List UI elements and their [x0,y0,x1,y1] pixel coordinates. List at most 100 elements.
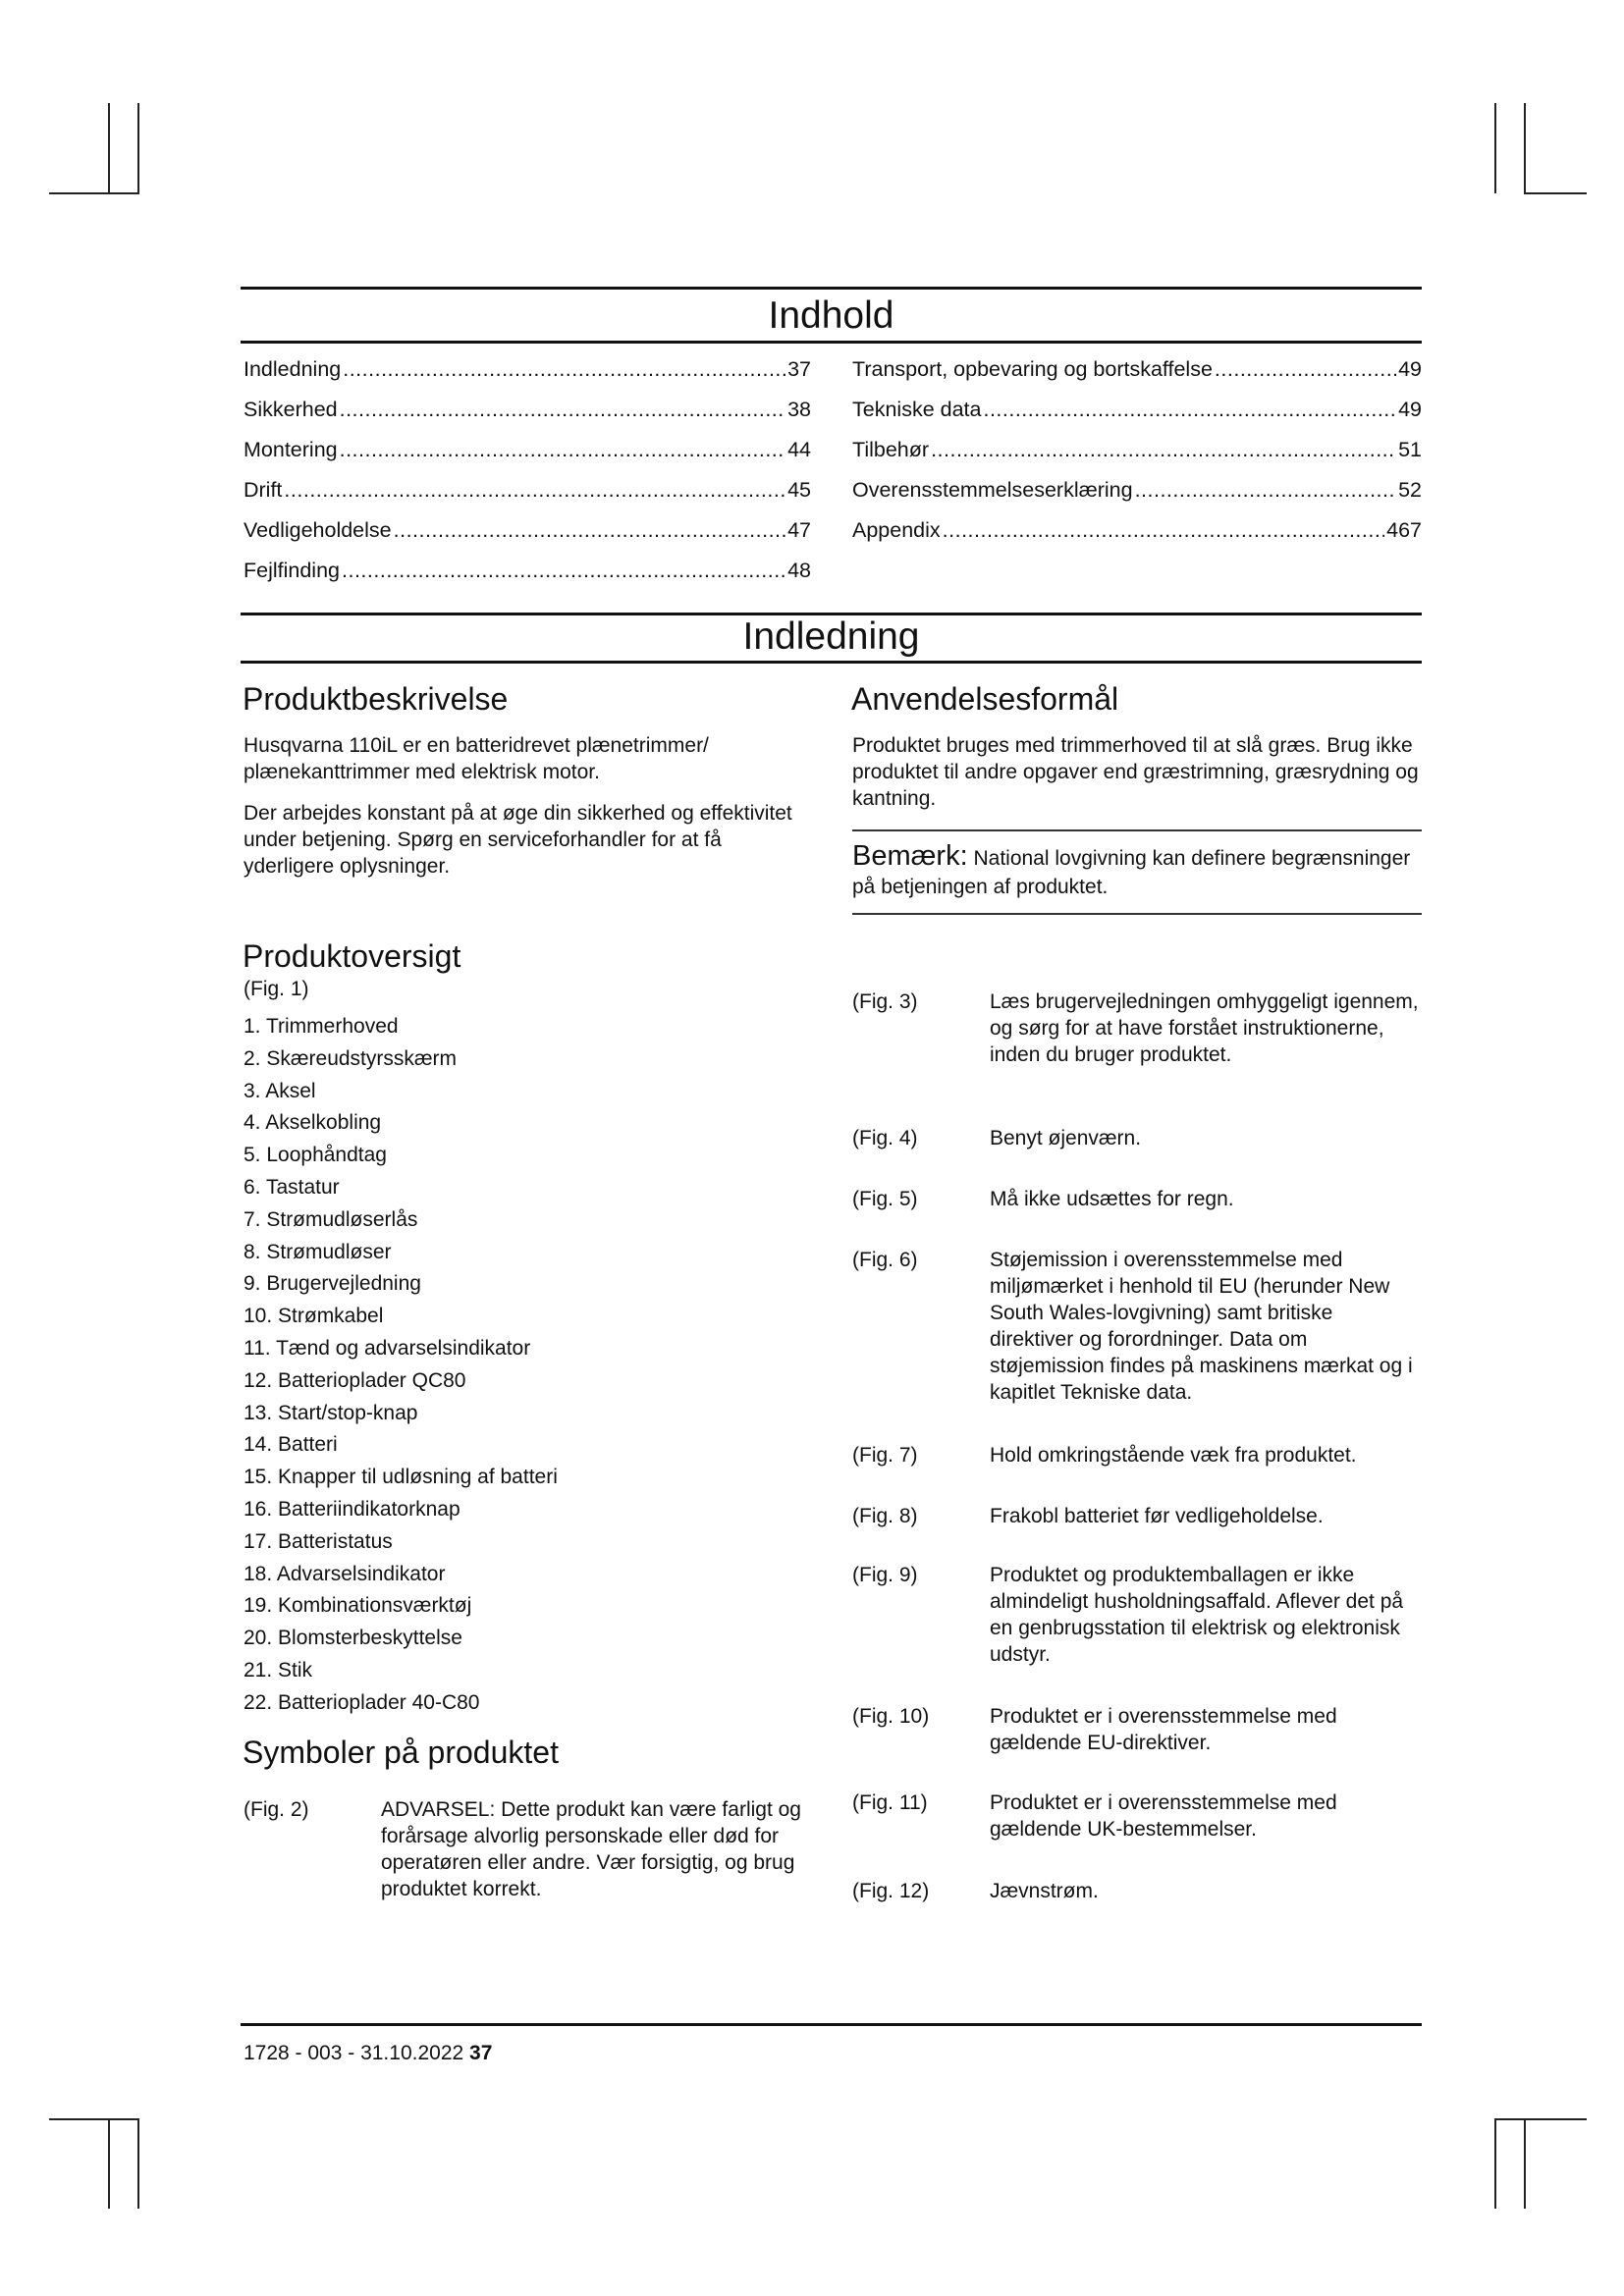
list-item: 21. Stik [244,1658,313,1682]
toc-entry-label: Appendix [852,518,941,542]
toc-entry-label: Tilbehør [852,438,930,461]
symbol-fig-ref: (Fig. 12) [852,1880,930,1902]
intended-use-heading: Anvendelsesformål [851,681,1119,717]
note-top-rule [852,829,1422,831]
toc-leader-dots [342,551,785,591]
list-item: 12. Batterioplader QC80 [244,1368,466,1392]
crop-mark-bottom-right [1494,2118,1496,2209]
note-label: Bemærk: [852,840,968,872]
toc-leader-dots [343,349,785,390]
note-text: National lovgivning kan definere begræns… [852,847,1411,898]
symbol-description: Støjemission i overensstemmelse med milj… [990,1249,1413,1404]
note: Bemærk: National lovgivning kan definere… [852,842,1422,901]
toc-leader-dots [340,390,785,430]
product-overview-heading: Produktoversigt [243,938,461,974]
toc-entry-page: 467 [1386,518,1422,542]
symbol-fig-ref: (Fig. 5) [852,1188,918,1210]
toc-entry[interactable]: Transport, opbevaring og bortskaffelse 49 [852,349,1422,390]
list-item: 11. Tænd og advarselsindikator [244,1336,531,1360]
product-overview-fig-ref: (Fig. 1) [244,978,309,1000]
crop-mark-top-right [1524,192,1587,194]
toc-right-column: Transport, opbevaring og bortskaffelse 49… [852,349,1422,551]
toc-entry-label: Indledning [244,357,342,381]
list-item: 8. Strømudløser [244,1240,392,1263]
footer-page-number: 37 [469,2042,493,2064]
toc-entry-page: 51 [1398,438,1422,461]
toc-entry[interactable]: Indledning 37 [244,349,811,390]
toc-entry-label: Overensstemmelseserklæring [852,478,1133,502]
toc-leader-dots [1135,470,1397,510]
list-item: 7. Strømudløserlås [244,1207,418,1231]
symbols-heading: Symboler på produktet [243,1735,559,1770]
toc-entry-page: 52 [1398,478,1422,502]
toc-entry-page: 45 [787,478,811,502]
toc-entry[interactable]: Fejlfinding 48 [244,551,811,591]
toc-entry-label: Montering [244,438,338,461]
list-item: 9. Brugervejledning [244,1272,421,1296]
symbol-description: Produktet er i overensstemmelse med gæld… [990,1791,1337,1841]
footer: 1728 - 003 - 31.10.2022 37 [244,2042,492,2065]
symbol-description: Jævnstrøm. [990,1880,1099,1902]
toc-entry-label: Drift [244,478,283,502]
toc-entry[interactable]: Overensstemmelseserklæring 52 [852,470,1422,510]
toc-title: Indhold [768,294,894,337]
intro-bottom-rule [241,661,1422,664]
symbol-description: Hold omkringstående væk fra produktet. [990,1444,1357,1467]
toc-entry-label: Fejlfinding [244,559,340,582]
list-item: 17. Batteristatus [244,1529,393,1553]
footer-doc-code: 1728 - 003 - 31.10.2022 [244,2042,464,2064]
list-item: 14. Batteri [244,1433,338,1457]
crop-mark-bottom-left [49,2118,139,2120]
crop-mark-bottom-left [137,2118,139,2209]
toc-leader-dots [394,510,785,551]
crop-mark-top-left [137,103,139,193]
symbol-description: Benyt øjenværn. [990,1127,1142,1149]
toc-entry[interactable]: Tekniske data 49 [852,390,1422,430]
toc-entry[interactable]: Tilbehør 51 [852,430,1422,470]
symbol-fig-ref: (Fig. 8) [852,1505,918,1527]
list-item: 10. Strømkabel [244,1305,384,1328]
toc-entry-label: Sikkerhed [244,398,338,421]
crop-mark-bottom-right [1494,2118,1587,2120]
symbol-fig-ref: (Fig. 7) [852,1444,918,1467]
list-item: 22. Batterioplader 40-C80 [244,1690,480,1714]
list-item: 16. Batteriindikatorknap [244,1497,460,1521]
crop-mark-bottom-left [108,2118,110,2209]
toc-leader-dots [284,470,785,510]
product-description-p2: Der arbejdes konstant på at øge din sikk… [244,802,792,878]
list-item: 18. Advarselsindikator [244,1562,446,1585]
toc-entry-label: Transport, opbevaring og bortskaffelse [852,357,1213,381]
toc-entry-page: 38 [787,398,811,421]
toc-entry-page: 48 [787,559,811,582]
symbol-fig-ref: (Fig. 10) [852,1705,930,1728]
intended-use-p1: Produktet bruges med trimmerhoved til at… [852,734,1419,810]
list-item: 20. Blomsterbeskyttelse [244,1627,462,1650]
symbol-fig-ref: (Fig. 2) [244,1798,309,1821]
list-item: 19. Kombinationsværktøj [244,1594,472,1618]
list-item: 5. Loophåndtag [244,1144,387,1167]
toc-entry[interactable]: Vedligeholdelse 47 [244,510,811,551]
toc-leader-dots [340,430,785,470]
toc-entry-page: 44 [787,438,811,461]
list-item: 6. Tastatur [244,1175,340,1199]
toc-entry[interactable]: Appendix 467 [852,510,1422,551]
toc-entry-label: Vedligeholdelse [244,518,392,542]
symbol-description: ADVARSEL: Dette produkt kan være farligt… [381,1798,801,1900]
toc-entry[interactable]: Montering 44 [244,430,811,470]
list-item: 15. Knapper til udløsning af batteri [244,1466,558,1489]
crop-mark-top-right [1524,103,1526,193]
product-description-heading: Produktbeskrivelse [243,681,509,717]
crop-mark-top-right [1494,103,1496,193]
toc-entry[interactable]: Drift 45 [244,470,811,510]
footer-rule [241,2023,1422,2026]
list-item: 4. Akselkobling [244,1111,382,1135]
symbol-fig-ref: (Fig. 4) [852,1127,918,1149]
symbol-description: Må ikke udsættes for regn. [990,1188,1234,1210]
toc-bottom-rule [241,341,1422,344]
product-description-p1: Husqvarna 110iL er en batteridrevet plæn… [244,734,709,783]
toc-entry[interactable]: Sikkerhed 38 [244,390,811,430]
toc-entry-page: 49 [1398,398,1422,421]
symbol-fig-ref: (Fig. 11) [852,1791,928,1814]
toc-top-rule [241,287,1422,290]
list-item: 3. Aksel [244,1079,316,1102]
